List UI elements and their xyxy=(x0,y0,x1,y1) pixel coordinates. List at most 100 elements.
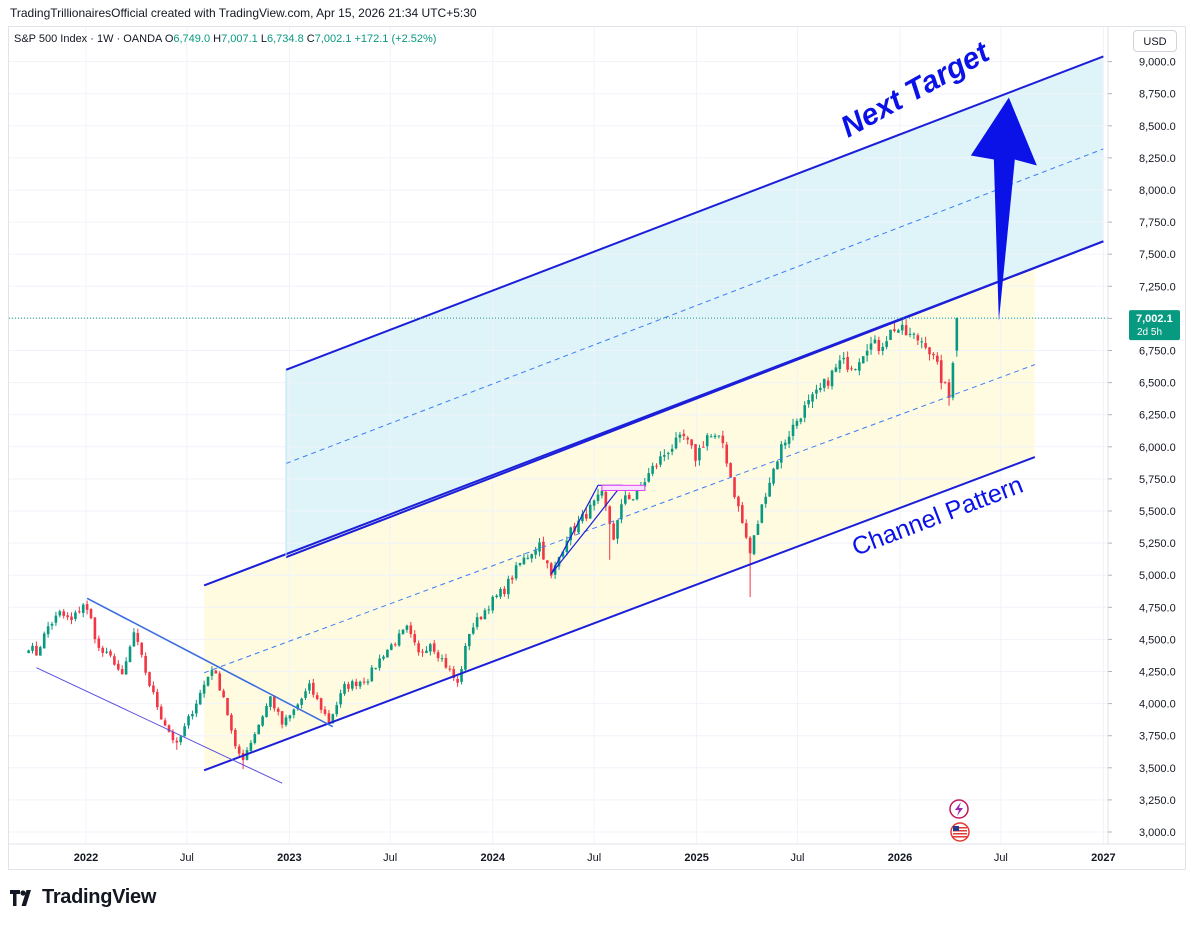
candle[interactable] xyxy=(62,608,66,619)
candle[interactable] xyxy=(783,439,787,450)
candle[interactable] xyxy=(257,724,261,735)
price-axis[interactable]: 3,000.0 3,250.0 3,500.0 3,750.0 4,000.0 4,250… xyxy=(1107,27,1180,844)
candle[interactable] xyxy=(904,319,908,336)
candle[interactable] xyxy=(588,500,592,520)
candle[interactable] xyxy=(534,546,537,559)
candle[interactable] xyxy=(315,692,319,701)
candle[interactable] xyxy=(210,666,214,681)
candle[interactable] xyxy=(284,714,288,727)
candle[interactable] xyxy=(132,628,136,648)
candle[interactable] xyxy=(924,336,927,350)
rising-wedge-base[interactable] xyxy=(550,524,591,575)
candle[interactable] xyxy=(218,671,222,691)
main-channel-lower[interactable] xyxy=(203,456,1036,772)
candle[interactable] xyxy=(273,695,276,712)
candle[interactable] xyxy=(81,602,85,618)
candle[interactable] xyxy=(370,665,374,682)
projected-channel-mid[interactable] xyxy=(285,148,1104,464)
candle[interactable] xyxy=(393,642,397,647)
candle[interactable] xyxy=(764,492,768,508)
candle[interactable] xyxy=(152,681,155,695)
candle[interactable] xyxy=(78,606,81,614)
candle[interactable] xyxy=(120,665,124,675)
candle[interactable] xyxy=(756,520,760,536)
candle[interactable] xyxy=(725,441,729,467)
candle[interactable] xyxy=(694,444,697,467)
candle[interactable] xyxy=(386,649,389,658)
candle[interactable] xyxy=(401,629,405,635)
candle[interactable] xyxy=(237,744,241,758)
candle[interactable] xyxy=(678,431,682,443)
candle[interactable] xyxy=(760,503,764,524)
candle[interactable] xyxy=(803,401,807,423)
candle[interactable] xyxy=(390,642,393,651)
lightning-icon[interactable] xyxy=(949,799,969,819)
candle[interactable] xyxy=(483,608,487,620)
candle[interactable] xyxy=(42,631,46,649)
candle[interactable] xyxy=(167,724,171,733)
candle[interactable] xyxy=(507,575,510,599)
candle[interactable] xyxy=(261,715,264,727)
candle[interactable] xyxy=(702,441,705,448)
candle[interactable] xyxy=(187,714,190,729)
candle[interactable] xyxy=(358,680,362,690)
candle[interactable] xyxy=(468,633,471,651)
candle[interactable] xyxy=(351,679,354,691)
candle[interactable] xyxy=(354,678,358,690)
candle[interactable] xyxy=(312,678,315,698)
candle[interactable] xyxy=(432,640,436,655)
candle[interactable] xyxy=(705,433,709,451)
candle[interactable] xyxy=(838,355,842,373)
candle[interactable] xyxy=(780,441,783,469)
candle[interactable] xyxy=(253,732,257,745)
candle[interactable] xyxy=(128,644,132,663)
candle[interactable] xyxy=(585,508,588,522)
candle[interactable] xyxy=(269,696,272,711)
candle[interactable] xyxy=(335,701,339,717)
candle[interactable] xyxy=(39,645,42,656)
candle[interactable] xyxy=(565,536,569,556)
candle[interactable] xyxy=(850,365,853,371)
candle[interactable] xyxy=(491,595,495,614)
candle[interactable] xyxy=(885,336,888,350)
candle[interactable] xyxy=(729,462,732,478)
candle[interactable] xyxy=(620,499,623,524)
main-channel-upper[interactable] xyxy=(203,240,1104,587)
candle[interactable] xyxy=(475,612,479,630)
candle[interactable] xyxy=(226,697,229,716)
candle[interactable] xyxy=(819,382,822,393)
main-channel-mid[interactable] xyxy=(203,364,1036,674)
candle[interactable] xyxy=(27,649,30,654)
candle[interactable] xyxy=(319,697,323,714)
candle[interactable] xyxy=(230,713,233,734)
candle[interactable] xyxy=(916,333,920,346)
candle[interactable] xyxy=(148,671,151,688)
candle[interactable] xyxy=(198,689,202,705)
candle[interactable] xyxy=(897,328,900,333)
candle[interactable] xyxy=(292,708,296,719)
candle[interactable] xyxy=(444,653,448,669)
candle[interactable] xyxy=(826,377,830,390)
candle[interactable] xyxy=(709,433,713,438)
candle[interactable] xyxy=(296,703,300,711)
candle[interactable] xyxy=(421,648,424,657)
candle[interactable] xyxy=(920,337,924,349)
us-flag-icon[interactable] xyxy=(950,822,970,842)
candle[interactable] xyxy=(97,635,101,652)
candle[interactable] xyxy=(413,630,417,646)
candle[interactable] xyxy=(206,676,210,687)
candle[interactable] xyxy=(893,322,896,333)
candle[interactable] xyxy=(776,460,779,470)
candle[interactable] xyxy=(460,666,463,685)
candle[interactable] xyxy=(191,710,194,720)
candle[interactable] xyxy=(721,430,725,449)
candle[interactable] xyxy=(35,641,38,656)
candle[interactable] xyxy=(156,688,159,711)
candle[interactable] xyxy=(214,669,218,674)
candle[interactable] xyxy=(928,347,931,361)
candle[interactable] xyxy=(265,703,268,718)
candle[interactable] xyxy=(327,710,331,724)
candle[interactable] xyxy=(659,451,662,468)
candle[interactable] xyxy=(741,502,744,524)
candle[interactable] xyxy=(382,655,385,661)
